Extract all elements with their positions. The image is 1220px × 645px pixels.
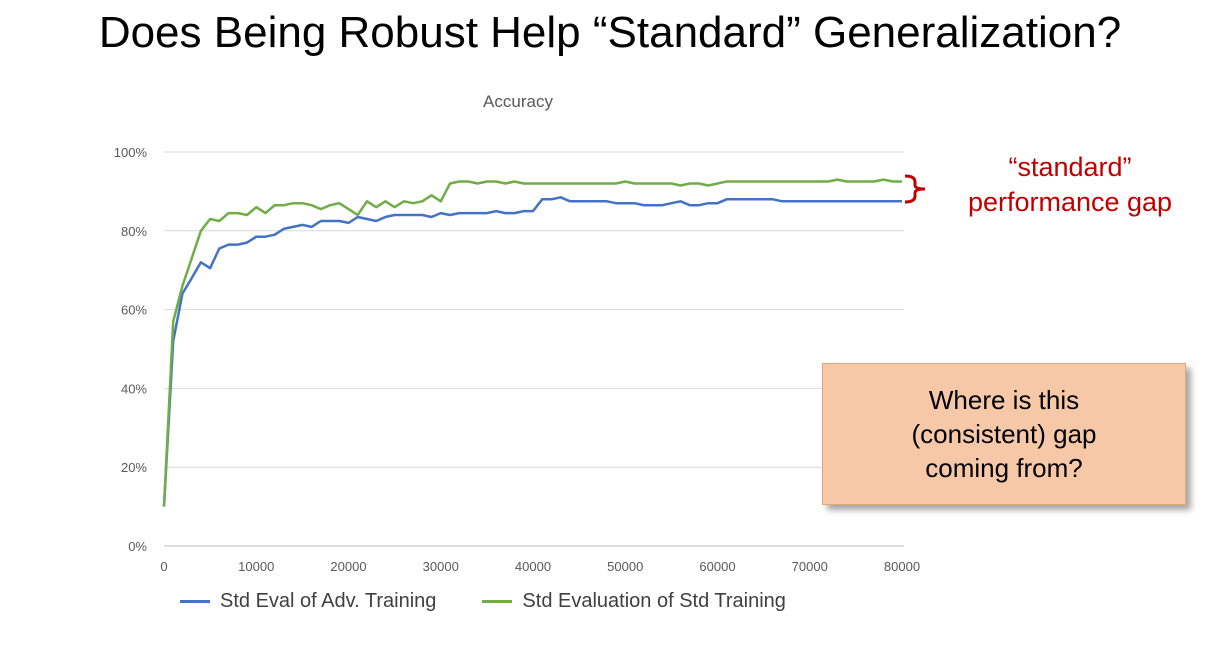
- y-axis-ticks: 0% 20% 40% 60% 80% 100%: [114, 145, 148, 554]
- x-tick-label: 40000: [515, 559, 551, 574]
- legend-item-std: Std Evaluation of Std Training: [482, 590, 786, 613]
- series-line-adv-training: [162, 196, 902, 507]
- legend-swatch-adv: [180, 600, 210, 603]
- x-tick-label: 20000: [330, 559, 366, 574]
- x-tick-label: 60000: [699, 559, 735, 574]
- x-tick-label: 70000: [792, 559, 828, 574]
- chart-grid: [164, 151, 904, 547]
- x-tick-label: 10000: [238, 559, 274, 574]
- slide-title: Does Being Robust Help “Standard” Genera…: [98, 8, 1122, 57]
- gap-brace: [904, 174, 926, 204]
- x-tick-label: 0: [160, 559, 167, 574]
- legend-label-adv: Std Eval of Adv. Training: [220, 590, 437, 612]
- x-tick-label: 80000: [884, 559, 920, 574]
- y-tick-label: 100%: [114, 145, 148, 160]
- y-tick-label: 80%: [121, 224, 147, 239]
- chart-series: [162, 178, 902, 507]
- x-tick-label: 50000: [607, 559, 643, 574]
- series-line-std-training: [162, 178, 902, 507]
- chart-title: Accuracy: [483, 92, 553, 111]
- callout-text: Where is this (consistent) gap coming fr…: [911, 385, 1097, 483]
- y-tick-label: 0%: [128, 539, 147, 554]
- y-tick-label: 60%: [121, 303, 147, 318]
- legend-swatch-std: [482, 600, 513, 603]
- legend-item-adv: Std Eval of Adv. Training: [180, 590, 436, 613]
- chart-legend: Std Eval of Adv. Training Std Evaluation…: [180, 590, 786, 613]
- performance-gap-annotation: “standard” performance gap: [967, 152, 1173, 217]
- y-tick-label: 40%: [121, 381, 147, 396]
- question-callout: Where is this (consistent) gap coming fr…: [822, 363, 1186, 505]
- x-tick-label: 30000: [423, 559, 459, 574]
- x-axis-ticks: 0 10000 20000 30000 40000 50000 60000 70000 8000…: [160, 559, 920, 574]
- legend-label-std: Std Evaluation of Std Training: [522, 590, 786, 612]
- y-tick-label: 20%: [121, 460, 147, 475]
